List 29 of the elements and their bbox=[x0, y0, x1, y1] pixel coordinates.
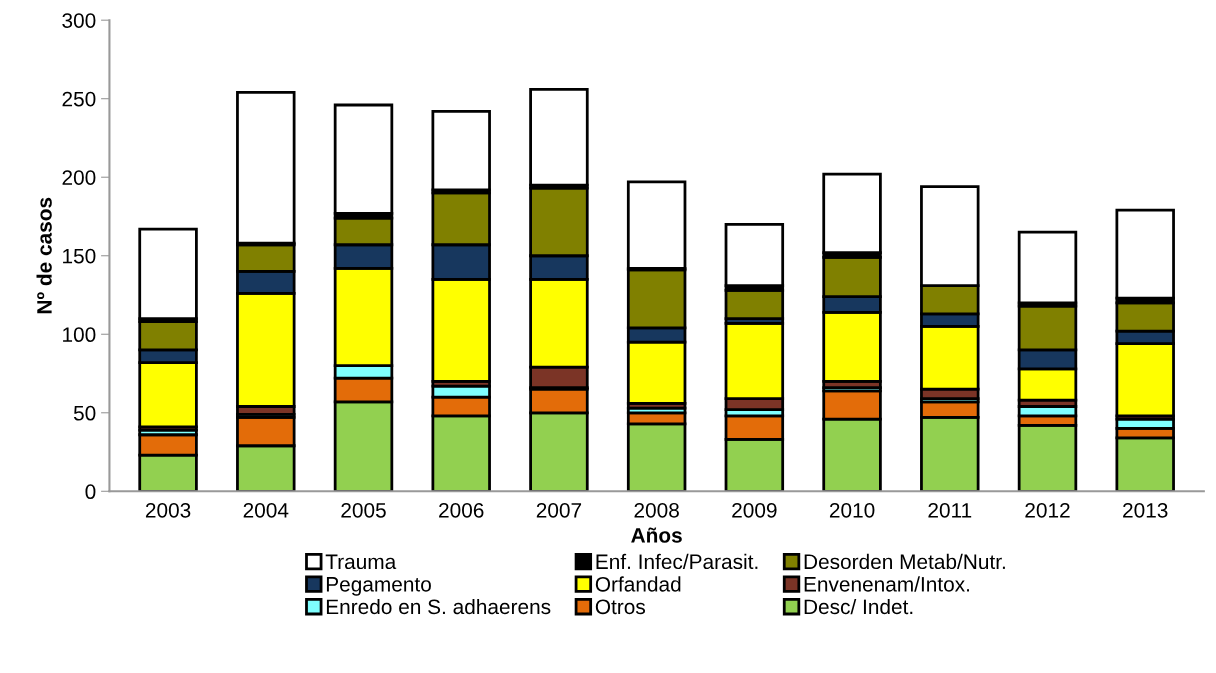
y-tick-label: 300 bbox=[62, 13, 96, 28]
x-tick-label: 2005 bbox=[341, 502, 386, 518]
x-tick-label: 2010 bbox=[829, 502, 875, 518]
legend-label: Orfandad bbox=[595, 576, 681, 592]
legend-label: Desc/ Indet. bbox=[804, 598, 913, 615]
y-tick-label: 150 bbox=[63, 248, 96, 264]
legend-label: Enredo en S. adhaerens bbox=[326, 598, 551, 615]
x-tick-label: 2006 bbox=[439, 502, 484, 518]
x-tick-label: 2012 bbox=[1025, 502, 1070, 518]
legend-label: Desorden Metab/Nutr. bbox=[804, 553, 1005, 570]
y-tick-label: 250 bbox=[62, 91, 96, 107]
legend-label: Envenenam/Intox. bbox=[804, 576, 970, 592]
x-tick-label: 2007 bbox=[536, 502, 582, 518]
x-tick-label: 2004 bbox=[243, 502, 289, 518]
x-tick-label: 2009 bbox=[732, 502, 777, 518]
x-tick-label: 2013 bbox=[1123, 502, 1168, 518]
y-tick-label: 0 bbox=[85, 484, 96, 500]
y-tick-label: 100 bbox=[63, 327, 96, 343]
x-tick-label: 2011 bbox=[928, 502, 972, 518]
legend-label: Trauma bbox=[325, 554, 397, 570]
legend-label: Otros bbox=[595, 599, 646, 615]
x-axis-title: Años bbox=[631, 527, 682, 543]
y-tick-label: 50 bbox=[73, 405, 96, 421]
legend-label: Enf. Infec/Parasit. bbox=[596, 553, 758, 570]
legend-label: Pegamento bbox=[326, 577, 431, 596]
x-tick-label: 2003 bbox=[145, 502, 191, 518]
y-tick-label: 200 bbox=[62, 170, 96, 185]
y-axis-title: Nº de casos bbox=[36, 197, 52, 314]
x-tick-label: 2008 bbox=[634, 502, 679, 518]
